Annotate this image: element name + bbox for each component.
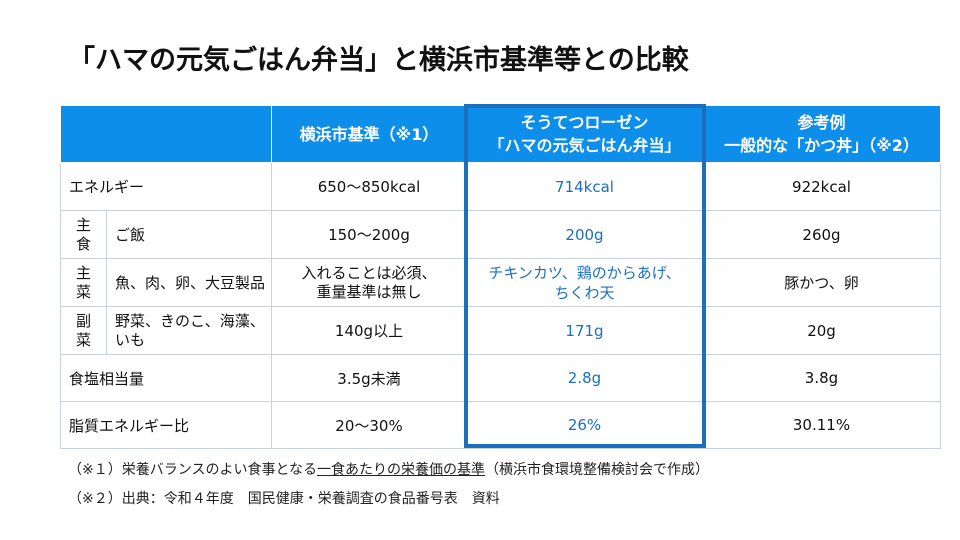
cell-bento-salt: 2.8g bbox=[466, 354, 703, 402]
cell-katsudon-fat-ratio: 30.11% bbox=[702, 401, 941, 449]
row-label-salt: 食塩相当量 bbox=[60, 354, 272, 402]
table-row: 副菜 野菜、きのこ、海藻、 いも 140g以上 171g 20g bbox=[60, 306, 941, 355]
table-row: 食塩相当量 3.5g未満 2.8g 3.8g bbox=[60, 354, 941, 402]
cell-katsudon-protein: 豚かつ、卵 bbox=[702, 258, 941, 307]
page-title: 「ハマの元気ごはん弁当」と横浜市基準等との比較 bbox=[68, 45, 689, 76]
cell-yokohama-protein-line2: 重量基準は無し bbox=[316, 282, 422, 301]
table-row: 主菜 魚、肉、卵、大豆製品 入れることは必須、 重量基準は無し チキンカツ、鶏の… bbox=[60, 258, 941, 307]
cell-bento-rice: 200g bbox=[466, 210, 703, 259]
header-katsudon: 参考例 一般的な「かつ丼」（※2） bbox=[702, 105, 941, 163]
category-side-dish-text: 副菜 bbox=[76, 311, 92, 349]
cell-yokohama-protein: 入れることは必須、 重量基準は無し bbox=[271, 258, 467, 307]
category-main-dish-text: 主菜 bbox=[76, 263, 92, 301]
footnote-1-suffix: （横浜市食環境整備検討会で作成） bbox=[485, 462, 710, 478]
category-staple-text: 主食 bbox=[76, 215, 92, 253]
row-label-vegetables-line1: 野菜、きのこ、海藻、 bbox=[115, 311, 265, 330]
cell-bento-vegetables: 171g bbox=[466, 306, 703, 355]
cell-katsudon-rice: 260g bbox=[702, 210, 941, 259]
category-main-dish: 主菜 bbox=[60, 258, 107, 307]
row-label-fat-ratio: 脂質エネルギー比 bbox=[60, 401, 272, 449]
footnote-1-underlined: 一食あたりの栄養価の基準 bbox=[317, 462, 486, 478]
cell-katsudon-vegetables: 20g bbox=[702, 306, 941, 355]
header-katsudon-line2: 一般的な「かつ丼」（※2） bbox=[724, 136, 919, 155]
cell-yokohama-salt: 3.5g未満 bbox=[271, 354, 467, 402]
category-staple: 主食 bbox=[60, 210, 107, 259]
cell-yokohama-energy: 650～850kcal bbox=[271, 162, 467, 211]
cell-bento-fat-ratio: 26% bbox=[466, 401, 703, 449]
cell-bento-energy: 714kcal bbox=[466, 162, 703, 211]
cell-bento-protein-line2: ちくわ天 bbox=[554, 283, 615, 302]
table-row: 主食 ご飯 150～200g 200g 260g bbox=[60, 210, 941, 259]
cell-bento-protein: チキンカツ、鶏のからあげ、 ちくわ天 bbox=[466, 258, 703, 307]
header-yokohama-standard: 横浜市基準（※1） bbox=[271, 105, 467, 163]
table-row: エネルギー 650～850kcal 714kcal 922kcal bbox=[60, 162, 941, 211]
row-label-protein: 魚、肉、卵、大豆製品 bbox=[106, 258, 272, 307]
cell-katsudon-energy: 922kcal bbox=[702, 162, 941, 211]
cell-yokohama-fat-ratio: 20～30% bbox=[271, 401, 467, 449]
header-katsudon-line1: 参考例 bbox=[797, 113, 846, 132]
footnote-2: （※２）出典：令和４年度 国民健康・栄養調査の食品番号表 資料 bbox=[68, 491, 500, 507]
table-row: 脂質エネルギー比 20～30% 26% 30.11% bbox=[60, 401, 941, 449]
header-bento-line2: 「ハマの元気ごはん弁当」 bbox=[488, 136, 681, 155]
header-blank-cell bbox=[60, 105, 272, 163]
cell-yokohama-protein-line1: 入れることは必須、 bbox=[301, 263, 437, 282]
cell-katsudon-salt: 3.8g bbox=[702, 354, 941, 402]
header-bento-line1: そうてつローゼン bbox=[520, 113, 649, 132]
comparison-table: 横浜市基準（※1） そうてつローゼン 「ハマの元気ごはん弁当」 参考例 一般的な… bbox=[60, 105, 941, 449]
cell-yokohama-vegetables: 140g以上 bbox=[271, 306, 467, 355]
row-label-energy: エネルギー bbox=[60, 162, 272, 211]
row-label-rice: ご飯 bbox=[106, 210, 272, 259]
cell-bento-protein-line1: チキンカツ、鶏のからあげ、 bbox=[488, 263, 681, 282]
table-header-row: 横浜市基準（※1） そうてつローゼン 「ハマの元気ごはん弁当」 参考例 一般的な… bbox=[60, 105, 941, 163]
row-label-vegetables-line2: いも bbox=[115, 330, 146, 349]
row-label-vegetables: 野菜、きのこ、海藻、 いも bbox=[106, 306, 272, 355]
cell-yokohama-rice: 150～200g bbox=[271, 210, 467, 259]
category-side-dish: 副菜 bbox=[60, 306, 107, 355]
header-bento: そうてつローゼン 「ハマの元気ごはん弁当」 bbox=[466, 105, 703, 163]
footnote-1-prefix: （※１）栄養バランスのよい食事となる bbox=[68, 462, 318, 478]
footnote-1: （※１）栄養バランスのよい食事となる一食あたりの栄養価の基準（横浜市食環境整備検… bbox=[68, 459, 709, 479]
